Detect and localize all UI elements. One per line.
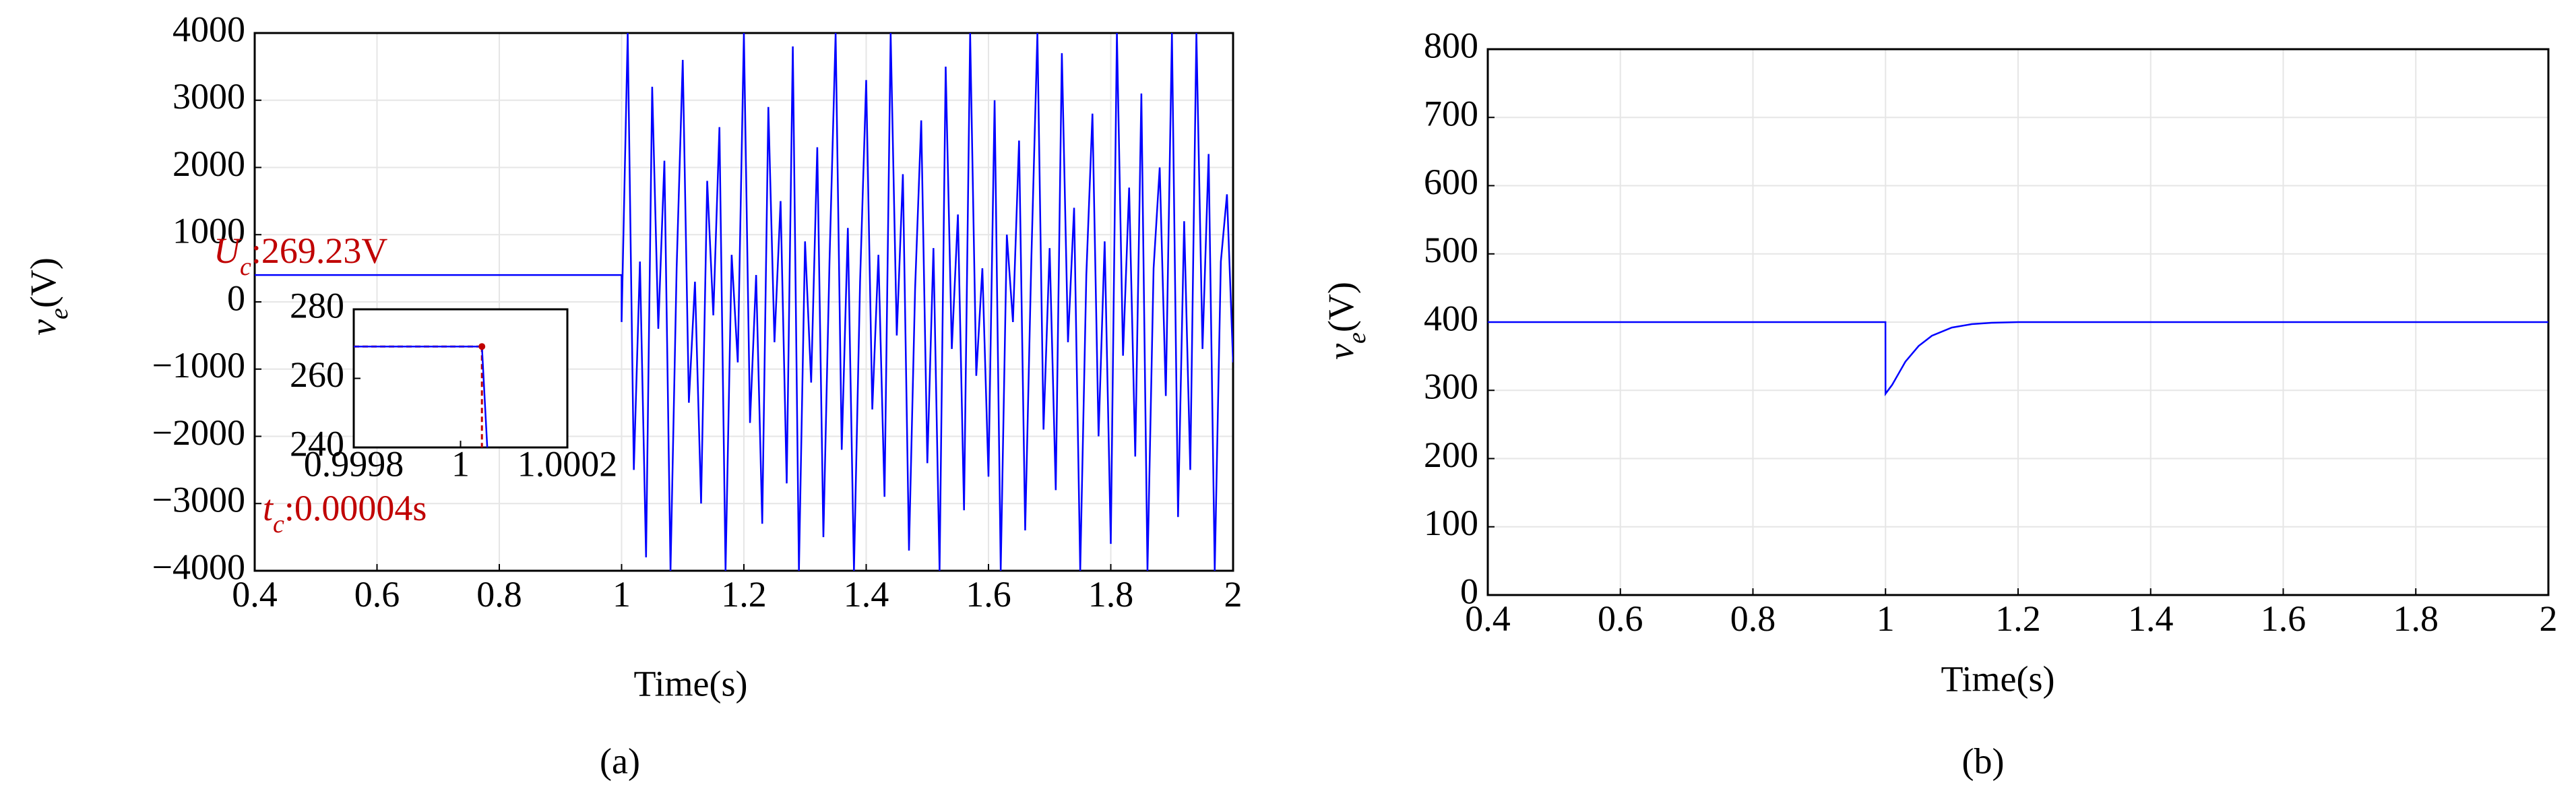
- x-tick-label: 1: [612, 574, 631, 615]
- x-tick-label: 1.8: [2393, 598, 2439, 639]
- text: :0.00004s: [284, 488, 427, 528]
- x-tick-label: 2: [1224, 574, 1243, 615]
- x-tick-label: 1.6: [2261, 598, 2306, 639]
- rich-label: Uc:269.23V: [214, 230, 387, 280]
- y-tick-label: −2000: [152, 412, 245, 453]
- x-tick-label: 0.8: [1730, 598, 1776, 639]
- y-tick-label: 0: [227, 278, 245, 318]
- symbol: t: [263, 488, 274, 528]
- rich-label: ve(V): [23, 257, 73, 336]
- y-tick-label: 280: [290, 285, 344, 325]
- x-axis-title: Time(s): [633, 663, 747, 704]
- y-tick-label: 700: [1424, 94, 1478, 134]
- x-tick-label: 2: [2540, 598, 2558, 639]
- y-tick-label: 100: [1424, 503, 1478, 543]
- x-axis-title: Time(s): [1941, 658, 2054, 699]
- y-tick-label: −3000: [152, 480, 245, 520]
- inset-point: [478, 343, 486, 350]
- y-tick-label: −4000: [152, 546, 245, 587]
- x-tick-label: 1.8: [1088, 574, 1134, 615]
- x-tick-label: 0.6: [354, 574, 400, 615]
- y-tick-label: 800: [1424, 25, 1478, 65]
- rich-label: ve(V): [1321, 282, 1371, 360]
- y-tick-label: 600: [1424, 162, 1478, 202]
- x-tick-label: 0.4: [232, 574, 278, 615]
- y-tick-label: 260: [290, 354, 344, 395]
- y-tick-label: 3000: [172, 76, 245, 117]
- x-tick-label: 1.6: [966, 574, 1011, 615]
- unit: (V): [1321, 282, 1361, 332]
- subscript: c: [240, 253, 251, 281]
- symbol: v: [1321, 344, 1361, 360]
- symbol: U: [214, 230, 242, 271]
- x-tick-label: 1.4: [2128, 598, 2174, 639]
- x-tick-label: 0.4: [1465, 598, 1511, 639]
- y-tick-label: 1000: [172, 211, 245, 251]
- subscript: c: [273, 510, 284, 538]
- y-tick-label: 500: [1424, 230, 1478, 270]
- symbol: v: [23, 319, 63, 336]
- subscript: e: [45, 308, 73, 319]
- text: :269.23V: [251, 230, 388, 271]
- rich-label: tc:0.00004s: [263, 488, 427, 538]
- x-tick-label: 1.2: [1995, 598, 2041, 639]
- x-tick-label: 0.8: [476, 574, 522, 615]
- x-tick-label: 1.0002: [517, 443, 618, 484]
- y-tick-label: 240: [290, 423, 344, 464]
- x-tick-label: 0.6: [1598, 598, 1643, 639]
- y-tick-label: 2000: [172, 144, 245, 184]
- y-tick-label: 400: [1424, 298, 1478, 338]
- x-tick-label: 1: [1877, 598, 1895, 639]
- unit: (V): [23, 257, 63, 308]
- y-tick-label: 200: [1424, 435, 1478, 475]
- x-tick-label: 1.4: [844, 574, 889, 615]
- y-tick-label: 300: [1424, 367, 1478, 407]
- y-tick-label: −1000: [152, 345, 245, 385]
- y-tick-label: 4000: [172, 9, 245, 49]
- x-tick-label: 0.9998: [304, 443, 404, 484]
- x-tick-label: 1: [451, 443, 470, 484]
- panel-label: (b): [1962, 741, 2005, 781]
- data-line: [1488, 321, 2548, 397]
- plot-frame: [352, 308, 569, 449]
- subscript: e: [1343, 332, 1371, 344]
- y-tick-label: 0: [1460, 571, 1478, 611]
- data-line: [255, 33, 1233, 571]
- x-tick-label: 1.2: [721, 574, 767, 615]
- plot-area: [352, 308, 569, 449]
- panel-label: (a): [600, 741, 640, 781]
